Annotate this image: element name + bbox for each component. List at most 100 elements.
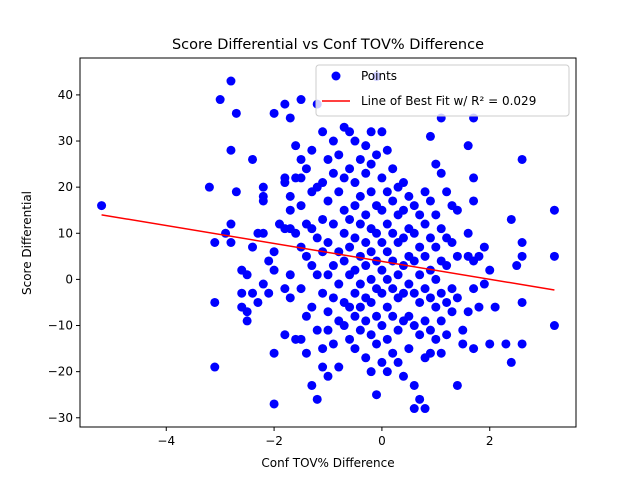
data-point bbox=[226, 76, 236, 86]
data-point bbox=[463, 228, 473, 238]
legend-frame bbox=[315, 64, 570, 117]
data-point bbox=[517, 251, 527, 261]
data-point bbox=[355, 191, 365, 201]
data-point bbox=[431, 210, 441, 220]
data-point bbox=[350, 288, 360, 298]
data-point bbox=[425, 293, 435, 303]
data-point bbox=[323, 325, 333, 335]
data-point bbox=[345, 302, 355, 312]
data-point bbox=[307, 145, 317, 155]
data-point bbox=[323, 238, 333, 247]
data-point bbox=[339, 228, 349, 238]
data-point bbox=[323, 371, 333, 381]
data-point bbox=[420, 251, 430, 261]
x-tick-label: −4 bbox=[157, 434, 175, 448]
data-point bbox=[393, 270, 403, 280]
data-point bbox=[366, 367, 376, 377]
data-point bbox=[490, 302, 500, 312]
data-point bbox=[296, 284, 306, 294]
data-point bbox=[452, 380, 462, 390]
data-point bbox=[469, 173, 479, 183]
data-point bbox=[409, 201, 419, 211]
data-point bbox=[312, 233, 322, 243]
data-point bbox=[436, 316, 446, 326]
data-point bbox=[339, 256, 349, 266]
data-point bbox=[436, 224, 446, 234]
data-point bbox=[425, 348, 435, 358]
data-point bbox=[398, 233, 408, 243]
data-point bbox=[442, 330, 452, 340]
data-point bbox=[318, 127, 328, 137]
data-point bbox=[377, 173, 387, 183]
data-point bbox=[361, 316, 371, 326]
data-point bbox=[415, 242, 425, 252]
data-point bbox=[361, 261, 371, 271]
data-point bbox=[382, 334, 392, 344]
data-point bbox=[334, 279, 344, 289]
data-point bbox=[431, 274, 441, 284]
data-point bbox=[409, 288, 419, 298]
data-point bbox=[377, 321, 387, 331]
data-point bbox=[458, 339, 468, 349]
data-point bbox=[366, 187, 376, 197]
data-point bbox=[398, 288, 408, 298]
data-point bbox=[485, 265, 495, 275]
data-point bbox=[280, 99, 290, 109]
data-point bbox=[301, 311, 311, 321]
data-point bbox=[345, 214, 355, 224]
axes-frame bbox=[79, 57, 577, 428]
data-point bbox=[393, 357, 403, 367]
legend-points-label: Points bbox=[361, 69, 397, 83]
data-point bbox=[409, 228, 419, 238]
data-point bbox=[474, 302, 484, 312]
data-point bbox=[269, 247, 279, 257]
data-point bbox=[361, 141, 371, 151]
data-point bbox=[355, 154, 365, 164]
data-point bbox=[382, 219, 392, 229]
data-point bbox=[253, 297, 263, 307]
data-point bbox=[512, 261, 522, 271]
data-point bbox=[258, 182, 268, 192]
data-point bbox=[226, 219, 236, 229]
data-point bbox=[264, 288, 274, 298]
y-tick-label: 20 bbox=[58, 180, 73, 194]
data-point bbox=[242, 316, 252, 326]
data-point bbox=[210, 238, 220, 247]
data-point bbox=[425, 196, 435, 206]
data-point bbox=[366, 159, 376, 169]
data-point bbox=[285, 270, 295, 280]
data-point bbox=[285, 191, 295, 201]
data-point bbox=[425, 233, 435, 243]
data-point bbox=[425, 131, 435, 141]
data-point bbox=[442, 297, 452, 307]
data-point bbox=[339, 173, 349, 183]
data-point bbox=[248, 154, 258, 164]
data-point bbox=[549, 251, 559, 261]
data-point bbox=[372, 150, 382, 160]
data-point bbox=[361, 353, 371, 363]
data-point bbox=[415, 394, 425, 404]
data-point bbox=[226, 145, 236, 155]
data-point bbox=[312, 325, 322, 335]
data-point bbox=[372, 228, 382, 238]
data-point bbox=[307, 224, 317, 234]
data-point bbox=[355, 279, 365, 289]
data-point bbox=[377, 127, 387, 137]
data-point bbox=[382, 367, 392, 377]
data-point bbox=[350, 233, 360, 243]
data-point bbox=[258, 196, 268, 206]
data-point bbox=[382, 187, 392, 197]
data-point bbox=[296, 95, 306, 105]
data-point bbox=[350, 136, 360, 146]
data-point bbox=[226, 238, 236, 247]
data-point bbox=[442, 187, 452, 197]
y-tick-label: −20 bbox=[48, 365, 73, 379]
data-point bbox=[328, 219, 338, 229]
data-point bbox=[420, 404, 430, 414]
data-point bbox=[469, 344, 479, 354]
data-point bbox=[312, 270, 322, 280]
data-point bbox=[280, 284, 290, 294]
data-point bbox=[420, 219, 430, 229]
